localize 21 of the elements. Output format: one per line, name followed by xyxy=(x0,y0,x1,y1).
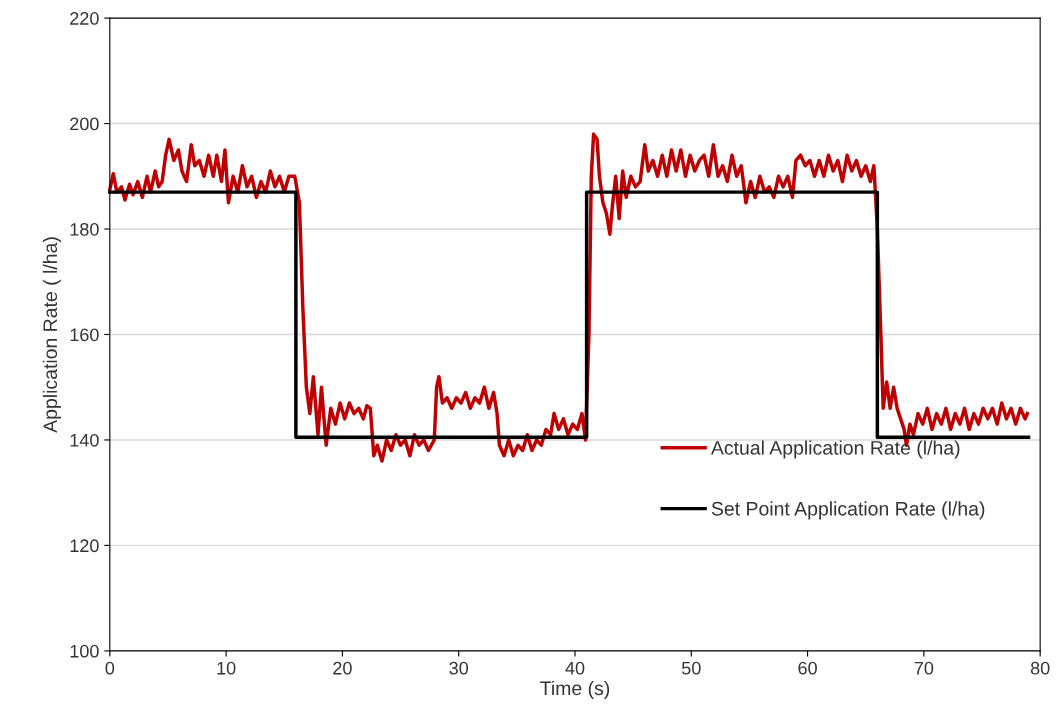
y-tick-label: 200 xyxy=(70,117,99,131)
x-axis-title: Time (s) xyxy=(540,680,610,700)
y-axis-title: Application Rate ( l/ha) xyxy=(42,237,61,433)
x-tick-label: 40 xyxy=(565,661,585,675)
legend-label: Actual Application Rate (l/ha) xyxy=(710,440,960,459)
y-tick-label: 160 xyxy=(70,328,99,342)
x-tick-label: 50 xyxy=(681,661,701,675)
line-series xyxy=(108,132,1030,463)
x-tick-label: 10 xyxy=(217,661,236,675)
y-tick-label: 220 xyxy=(70,12,99,25)
x-tick-label: 20 xyxy=(333,661,352,675)
x-tick-label: 30 xyxy=(449,661,469,675)
x-tick-label: 70 xyxy=(914,661,934,675)
y-tick-label: 100 xyxy=(70,644,99,658)
x-tick-label: 60 xyxy=(798,661,817,675)
legend-label: Set Point Application Rate (l/ha) xyxy=(711,501,985,520)
y-tick-label: 140 xyxy=(70,433,99,447)
y-tick-label: 180 xyxy=(70,222,99,236)
y-tick-label: 120 xyxy=(70,539,99,553)
x-tick-label: 80 xyxy=(1030,661,1050,675)
x-tick-label: 0 xyxy=(105,661,115,675)
